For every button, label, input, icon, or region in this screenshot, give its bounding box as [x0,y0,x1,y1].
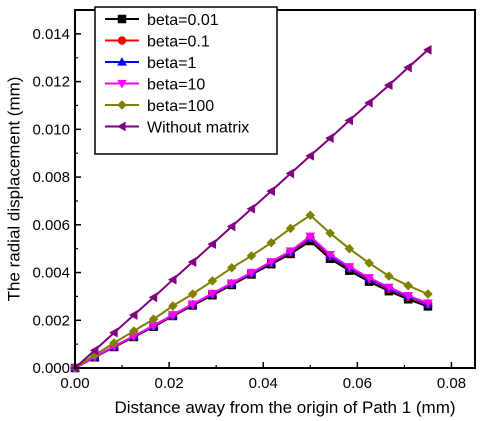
data-point [285,223,296,234]
legend: beta=0.01 beta=0.1 beta=1 beta=10 beta=100 Wi… [94,6,278,155]
data-point [285,168,295,179]
legend-marker [117,100,127,110]
data-point [266,237,277,248]
y-tick-label: 0.012 [32,74,70,91]
y-axis-title: The radial displacement (mm) [5,77,24,302]
series-5 [69,44,432,373]
data-point [148,314,159,324]
x-axis-title: Distance away from the origin of Path 1 … [114,398,455,417]
data-point [246,203,256,214]
data-point [128,310,138,320]
data-point [423,289,433,299]
legend-label: beta=100 [147,98,214,115]
data-point [207,239,217,250]
data-point [383,283,394,293]
legend-label: beta=1 [147,55,196,72]
y-tick-label: 0.010 [32,121,70,138]
data-point [187,289,198,299]
data-point [403,62,412,73]
legend-marker [117,14,127,24]
legend-marker [116,121,126,132]
data-point [167,274,177,285]
data-point [364,97,373,108]
data-point [384,271,394,281]
x-tick-label: 0.02 [155,375,184,392]
legend-marker [117,36,127,45]
data-point [344,243,355,254]
legend-label: Without matrix [147,120,249,137]
data-point [383,80,393,91]
x-tick-label: 0.00 [60,375,89,392]
axis-layer: 0.00 0.02 0.04 0.06 0.08 0.000 0.002 0.004 0.006… [32,9,466,392]
legend-marker [117,56,127,66]
data-point [422,44,432,55]
y-tick-label: 0.000 [32,360,70,377]
y-tick-label: 0.004 [32,265,70,282]
data-point [109,327,118,338]
data-point [364,258,374,268]
data-point [305,150,314,161]
legend-marker [117,79,127,89]
data-point [226,279,237,289]
data-point [403,280,414,291]
legend-label: beta=0.1 [147,34,210,51]
series-layer [69,44,433,374]
y-tick-label: 0.006 [32,217,70,234]
data-point [325,251,335,260]
data-point [266,186,275,197]
data-point [207,289,218,299]
y-tick-label: 0.008 [32,169,70,186]
data-point [226,262,237,273]
data-point [305,232,316,242]
data-point [168,301,178,311]
data-point [364,274,375,283]
data-point [246,250,257,261]
data-point [207,276,218,286]
data-point [128,326,139,336]
x-tick-label: 0.04 [249,375,278,392]
series-4 [70,210,433,373]
legend-label: beta=10 [147,77,205,94]
x-tick-label: 0.06 [343,375,372,392]
series-line [74,214,429,369]
data-point [325,228,335,239]
data-point [266,258,277,267]
data-point [89,345,99,356]
data-point [403,292,414,301]
data-point [148,292,158,303]
data-point [423,299,433,309]
y-tick-label: 0.014 [32,26,70,43]
data-point [226,221,236,232]
y-tick-label: 0.002 [32,312,70,329]
data-point [167,311,178,320]
data-point [305,210,316,221]
data-point [325,133,334,144]
data-point [344,263,355,272]
data-point [187,257,197,267]
x-tick-label: 0.08 [437,375,466,392]
data-point [344,115,353,126]
legend-label: beta=0.01 [147,12,219,29]
data-point [187,300,198,310]
data-point [246,268,257,278]
data-point [109,338,119,348]
data-point [285,247,296,257]
